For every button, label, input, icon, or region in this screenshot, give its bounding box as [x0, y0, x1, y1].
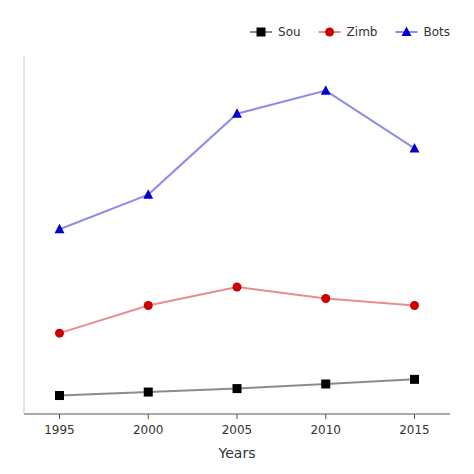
x-tick [325, 414, 326, 419]
point [143, 189, 153, 198]
x-tick-label: 2000 [133, 423, 164, 437]
point [233, 282, 242, 291]
series-line [60, 91, 415, 230]
point [410, 301, 419, 310]
point [144, 301, 153, 310]
x-tick-label: 2010 [310, 423, 341, 437]
legend-label: Zimb [347, 25, 378, 39]
x-tick-label: 2005 [222, 423, 253, 437]
legend-item: Zimb [319, 25, 378, 39]
legend: Sou Zimb Bots [250, 25, 450, 39]
legend-item: Sou [250, 25, 301, 39]
x-tick-label: 1995 [44, 423, 75, 437]
point [321, 379, 330, 388]
point [55, 224, 65, 233]
series-line [60, 379, 415, 395]
legend-marker [325, 28, 334, 37]
point [232, 108, 242, 117]
point [410, 143, 420, 152]
point [144, 388, 153, 397]
legend-marker [402, 27, 412, 36]
plot-area [55, 85, 420, 400]
point [55, 391, 64, 400]
series-line [60, 287, 415, 333]
point [321, 85, 331, 94]
y-axis-line [24, 56, 25, 414]
point [410, 375, 419, 384]
legend-marker [257, 28, 266, 37]
point [321, 294, 330, 303]
x-axis-label: Years [218, 445, 256, 461]
legend-item: Bots [395, 25, 450, 39]
x-tick [414, 414, 415, 419]
legend-label: Bots [423, 25, 450, 39]
x-tick [148, 414, 149, 419]
x-tick [237, 414, 238, 419]
point [55, 329, 64, 338]
x-tick [59, 414, 60, 419]
chart: 1995 2000 2005 2010 2015 Years Sou Zimb Bots [0, 0, 474, 474]
point [233, 384, 242, 393]
legend-label: Sou [278, 25, 301, 39]
x-tick-label: 2015 [399, 423, 430, 437]
